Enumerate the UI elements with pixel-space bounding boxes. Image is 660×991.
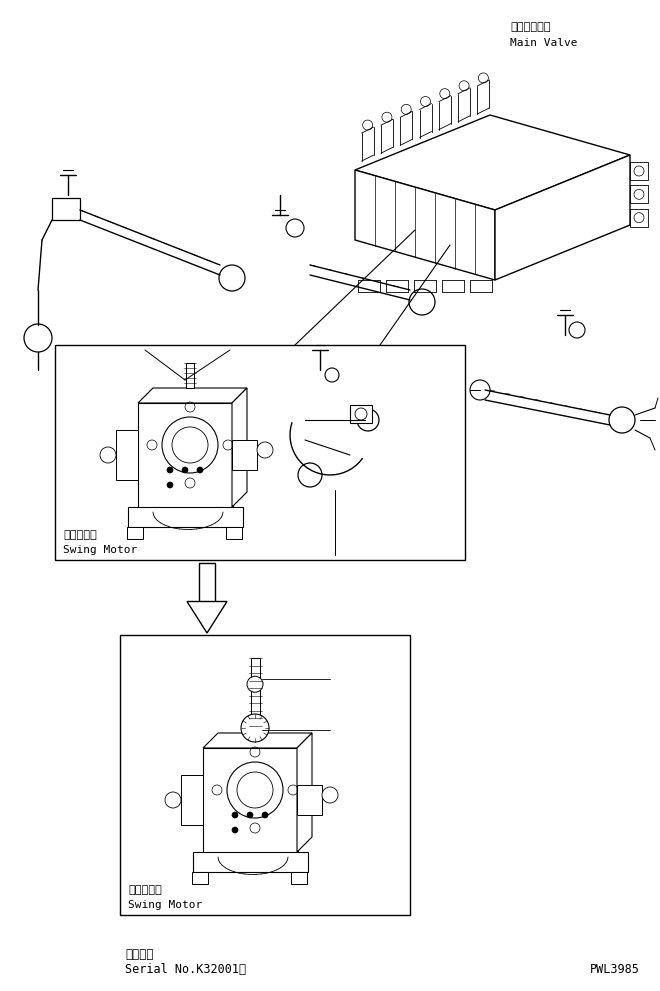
Polygon shape — [187, 602, 227, 633]
Bar — [193, 852, 308, 872]
Bar — [251, 658, 260, 733]
Circle shape — [197, 467, 203, 473]
Circle shape — [232, 812, 238, 818]
Bar — [291, 872, 307, 884]
Circle shape — [162, 417, 218, 473]
Circle shape — [167, 467, 173, 473]
Bar — [127, 527, 143, 539]
Circle shape — [219, 265, 245, 291]
Circle shape — [257, 442, 273, 458]
Bar — [120, 635, 410, 915]
Bar — [186, 363, 194, 388]
Text: Swing Motor: Swing Motor — [128, 900, 202, 910]
Bar — [203, 748, 298, 853]
Polygon shape — [297, 733, 312, 852]
Circle shape — [182, 467, 188, 473]
Polygon shape — [355, 115, 630, 210]
Polygon shape — [203, 733, 312, 748]
Circle shape — [470, 380, 490, 400]
Bar — [630, 209, 648, 227]
Bar — [138, 403, 233, 508]
Polygon shape — [199, 563, 215, 602]
Bar — [630, 162, 648, 180]
Bar — [192, 872, 208, 884]
Circle shape — [247, 676, 263, 693]
Bar — [55, 345, 465, 560]
Polygon shape — [138, 388, 247, 403]
Circle shape — [325, 368, 339, 382]
Bar — [297, 785, 322, 815]
Bar — [226, 527, 242, 539]
Text: Main Valve: Main Valve — [510, 38, 578, 48]
Text: Swing Motor: Swing Motor — [63, 545, 137, 555]
Text: 旋回モータ: 旋回モータ — [128, 885, 162, 895]
Bar — [52, 198, 80, 220]
Text: 適用号機: 適用号機 — [125, 948, 154, 961]
Circle shape — [357, 409, 379, 431]
Circle shape — [24, 324, 52, 352]
Circle shape — [569, 322, 585, 338]
Circle shape — [165, 792, 181, 808]
Circle shape — [100, 447, 116, 463]
Circle shape — [227, 762, 283, 818]
Circle shape — [262, 812, 268, 818]
Bar — [232, 440, 257, 470]
Bar — [128, 507, 243, 527]
Circle shape — [409, 289, 435, 315]
Bar — [116, 430, 138, 480]
Circle shape — [232, 827, 238, 833]
Bar — [181, 775, 203, 825]
Circle shape — [241, 714, 269, 742]
Text: 旋回モータ: 旋回モータ — [63, 530, 97, 540]
Polygon shape — [495, 155, 630, 280]
Circle shape — [167, 482, 173, 488]
Circle shape — [247, 812, 253, 818]
Bar — [630, 185, 648, 203]
Polygon shape — [355, 170, 495, 280]
Text: Serial No.K32001～: Serial No.K32001～ — [125, 963, 246, 976]
Circle shape — [322, 787, 338, 803]
Text: PWL3985: PWL3985 — [590, 963, 640, 976]
Circle shape — [609, 407, 635, 433]
Circle shape — [298, 463, 322, 487]
Bar — [350, 405, 372, 423]
Polygon shape — [232, 388, 247, 507]
Text: メインバルブ: メインバルブ — [510, 22, 550, 32]
